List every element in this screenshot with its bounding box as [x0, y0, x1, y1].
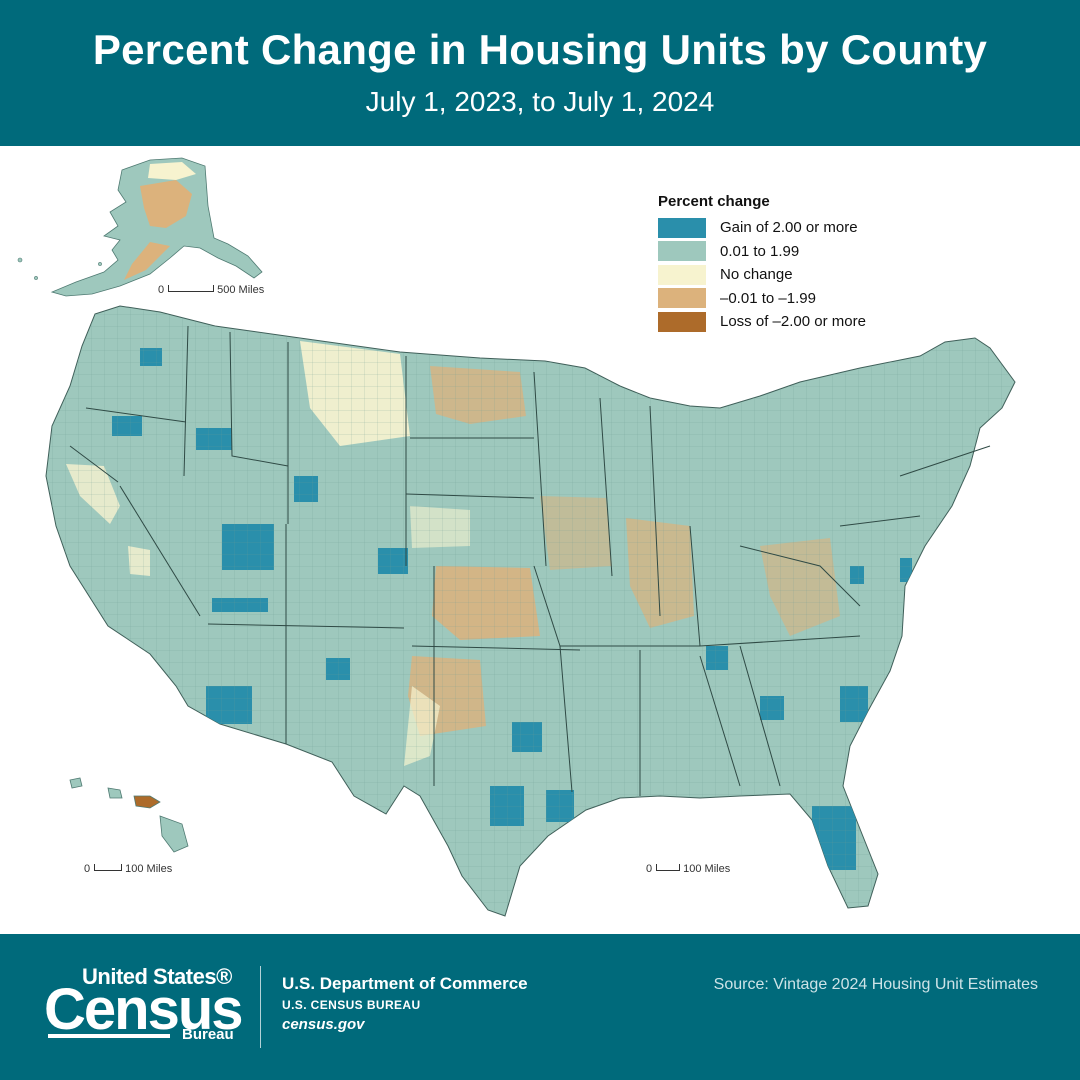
legend-title: Percent change: [658, 193, 770, 210]
logo-bureau: Bureau: [182, 1026, 234, 1043]
legend-label: –0.01 to –1.99: [720, 289, 816, 307]
alaska-island: [17, 257, 23, 263]
alaska-no-change-area: [148, 162, 196, 180]
department-name: U.S. Department of Commerce: [282, 974, 528, 993]
legend-swatch: [658, 241, 706, 262]
legend-swatch: [658, 217, 706, 238]
page-title: Percent Change in Housing Units by Count…: [92, 26, 988, 73]
hawaii-inset: [69, 777, 189, 853]
scalebar-label: 100 Miles: [683, 863, 731, 875]
hawaii-island-hawaii: [159, 815, 189, 853]
alaska-shape: [50, 157, 263, 297]
alaska-decline-area: [140, 180, 192, 228]
alaska-inset: [17, 157, 263, 297]
alaska-decline-area-2: [124, 242, 170, 280]
legend-item-no-change: No change: [658, 263, 958, 287]
scalebar-conus: 0 100 Miles: [646, 863, 730, 875]
scalebar-zero: 0: [84, 863, 91, 875]
legend-swatch: [658, 288, 706, 309]
legend-item-loss-low: –0.01 to –1.99: [658, 287, 958, 311]
alaska-island: [98, 262, 102, 266]
website-link[interactable]: census.gov: [282, 1016, 365, 1033]
source-note: Source: Vintage 2024 Housing Unit Estima…: [713, 976, 1038, 993]
scalebar-alaska: 0 500 Miles: [158, 284, 264, 296]
map-area: Percent change Gain of 2.00 or more 0.01…: [0, 146, 1080, 934]
us-county-map: [17, 157, 1016, 917]
page-subtitle: July 1, 2023, to July 1, 2024: [365, 86, 715, 117]
scalebar-line: [168, 285, 215, 292]
scalebar-label: 100 Miles: [125, 863, 173, 875]
scalebar-line: [94, 864, 123, 871]
hawaii-island-maui: [133, 795, 161, 809]
legend-label: Loss of –2.00 or more: [720, 313, 866, 331]
header-banner: Percent Change in Housing Units by Count…: [0, 0, 1080, 146]
hawaii-island-oahu: [107, 787, 123, 799]
legend-swatch: [658, 264, 706, 285]
logo-underline: [48, 1034, 170, 1038]
scalebar-zero: 0: [646, 863, 653, 875]
alaska-island: [34, 276, 38, 280]
state-boundaries: [69, 325, 991, 796]
legend-swatch: [658, 311, 706, 332]
scalebar-hawaii: 0 100 Miles: [84, 863, 172, 875]
footer-banner: United States® Census Bureau U.S. Depart…: [0, 934, 1080, 1080]
legend-item-gain-high: Gain of 2.00 or more: [658, 216, 958, 240]
footer-divider: [260, 966, 261, 1048]
logo-united-states: United States®: [82, 964, 232, 989]
scalebar-label: 500 Miles: [217, 284, 265, 296]
legend-item-gain-low: 0.01 to 1.99: [658, 240, 958, 264]
legend: Percent change Gain of 2.00 or more 0.01…: [658, 193, 958, 334]
legend-label: 0.01 to 1.99: [720, 242, 800, 260]
legend-label: No change: [720, 266, 793, 284]
hawaii-island-kauai: [69, 777, 83, 789]
legend-label: Gain of 2.00 or more: [720, 219, 858, 237]
scalebar-line: [656, 864, 681, 871]
bureau-name: U.S. CENSUS BUREAU: [282, 998, 421, 1012]
census-bureau-logo[interactable]: United States® Census Bureau: [44, 964, 244, 1050]
logo-census-wordmark: Census: [44, 977, 244, 1042]
legend-item-loss-high: Loss of –2.00 or more: [658, 310, 958, 334]
scalebar-zero: 0: [158, 284, 165, 296]
